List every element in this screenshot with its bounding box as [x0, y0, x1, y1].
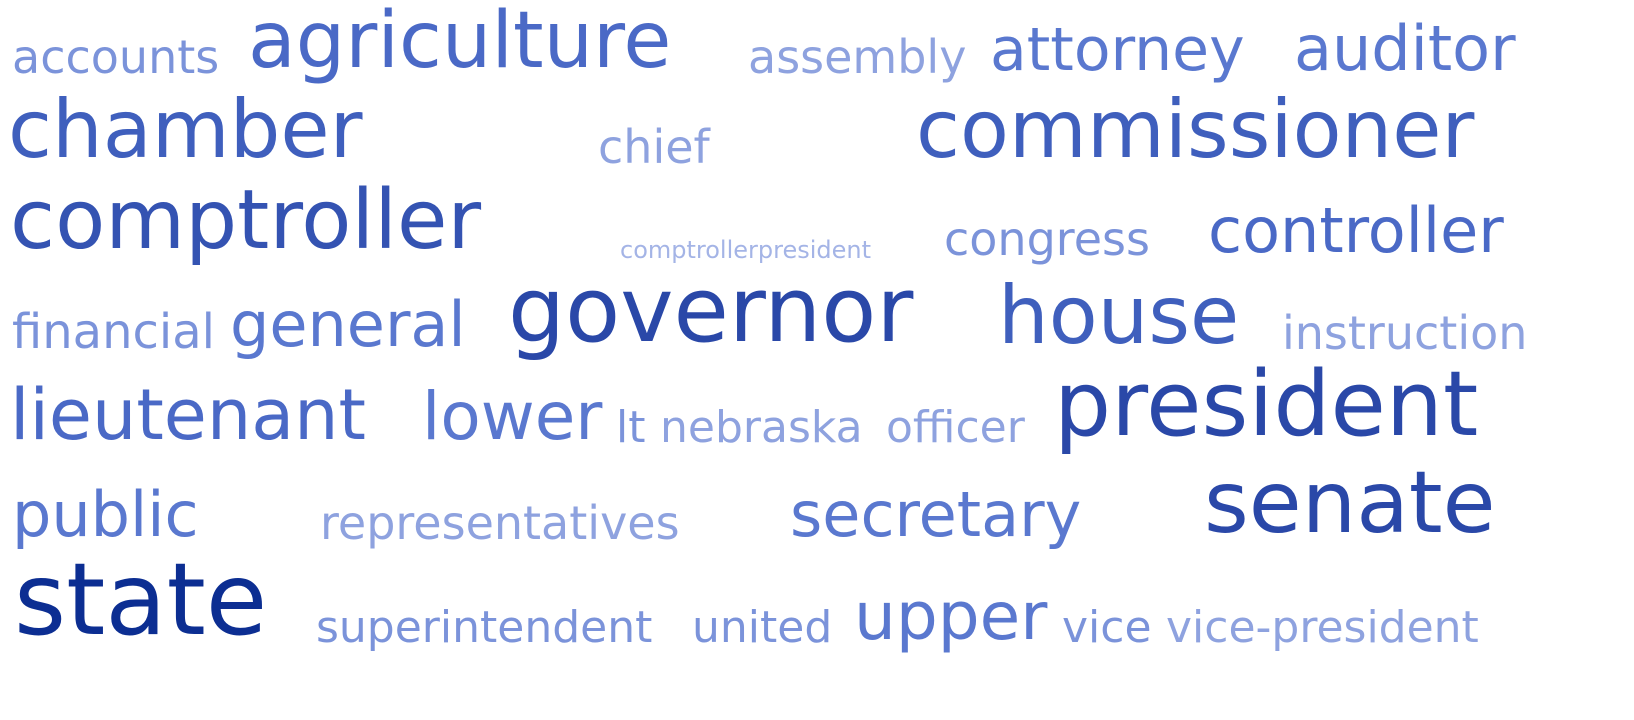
word-public: public — [12, 478, 199, 551]
cloud-row-6: public representatives secretary senate — [12, 453, 1622, 553]
word-lieutenant: lieutenant — [10, 374, 366, 456]
word-accounts: accounts — [12, 30, 220, 84]
cloud-row-2: chamber chief commissioner — [8, 83, 1622, 176]
word-representatives: representatives — [320, 496, 680, 550]
word-commissioner: commissioner — [916, 83, 1475, 176]
cloud-row-5: lieutenant lower lt nebraska officer pre… — [10, 360, 1622, 456]
word-lt: lt — [616, 402, 646, 453]
word-comptroller: comptroller — [10, 173, 482, 268]
word-president: president — [1054, 352, 1479, 457]
word-governor: governor — [508, 258, 914, 363]
word-state: state — [14, 541, 268, 658]
word-general: general — [230, 288, 466, 361]
word-nebraska: nebraska — [660, 402, 863, 453]
cloud-row-4: financial general governor house instruc… — [12, 258, 1622, 363]
word-congress: congress — [944, 212, 1150, 266]
word-agriculture: agriculture — [248, 0, 672, 86]
word-vice-president: vice-president — [1166, 602, 1479, 653]
word-secretary: secretary — [790, 478, 1082, 551]
word-house: house — [998, 269, 1240, 362]
word-lower: lower — [422, 378, 603, 455]
word-upper: upper — [854, 578, 1048, 655]
word-officer: officer — [886, 402, 1025, 453]
cloud-row-1: accounts agriculture assembly attorney a… — [12, 0, 1622, 80]
word-superintendent: superintendent — [316, 602, 653, 653]
word-financial: financial — [12, 304, 215, 360]
word-controller: controller — [1208, 194, 1504, 267]
cloud-row-7: state superintendent united upper vice v… — [12, 550, 1622, 655]
word-senate: senate — [1204, 453, 1496, 553]
word-comptrollerpresident: comptrollerpresident — [620, 236, 872, 264]
word-assembly: assembly — [748, 30, 967, 84]
word-chief: chief — [598, 120, 710, 174]
word-auditor: auditor — [1294, 12, 1516, 85]
word-chamber: chamber — [8, 83, 363, 176]
word-united: united — [692, 602, 833, 653]
word-vice: vice — [1062, 602, 1152, 653]
word-instruction: instruction — [1282, 306, 1528, 360]
word-attorney: attorney — [990, 15, 1245, 85]
cloud-row-3: comptroller comptrollerpresident congres… — [10, 173, 1622, 268]
